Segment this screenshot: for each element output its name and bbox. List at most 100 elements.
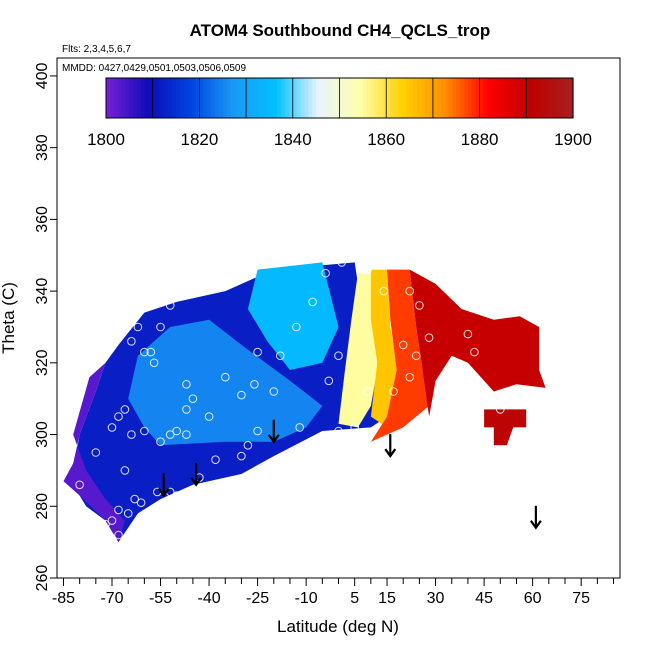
chart-title: ATOM4 Southbound CH4_QCLS_trop [190, 21, 491, 40]
sample-point [98, 519, 107, 529]
colorbar-cell [506, 78, 512, 118]
sample-point [405, 286, 415, 296]
field-region-red-patch [484, 409, 527, 446]
colorbar-cell [522, 78, 527, 118]
colorbar-cell [265, 78, 271, 118]
colorbar-cell [261, 78, 267, 118]
arrow-marker [384, 434, 397, 458]
sample-point [211, 455, 220, 465]
colorbar-cell [281, 78, 286, 118]
x-tick-label: 60 [524, 590, 542, 607]
colorbar-cell [203, 78, 208, 118]
sample-point [149, 358, 159, 368]
sample-point [324, 376, 334, 386]
colorbar-cell [176, 78, 181, 118]
sample-point [415, 301, 424, 310]
y-tick-label: 260 [34, 565, 51, 592]
sample-point [221, 372, 230, 382]
x-tick-label: 5 [350, 590, 359, 607]
colorbar-cell [514, 78, 520, 118]
sample-point [525, 311, 534, 321]
colorbar-cell [471, 78, 477, 118]
sample-point [363, 265, 372, 274]
colorbar-cell [417, 78, 422, 118]
sample-point [182, 380, 191, 389]
sample-point [496, 405, 505, 414]
y-tick-label: 320 [34, 349, 51, 376]
colorbar-cell [125, 78, 130, 118]
x-tick-label: -85 [52, 590, 75, 607]
colorbar-cell [479, 78, 485, 118]
field-region-transition [338, 273, 378, 428]
colorbar-cell [207, 78, 212, 118]
sample-point [321, 268, 330, 278]
colorbar-cell [358, 78, 364, 118]
colorbar-cell [257, 78, 263, 118]
colorbar-cell [214, 78, 220, 118]
sample-point [107, 516, 117, 525]
colorbar-cell [249, 78, 255, 118]
arrow-marker [529, 505, 542, 530]
sample-points [75, 258, 534, 540]
colorbar-cell [355, 78, 360, 118]
colorbar-cell [530, 78, 535, 118]
colorbar-cell [160, 78, 165, 118]
sample-point [424, 333, 434, 343]
y-axis: 260 280 300 320 340 360 380 400 [34, 62, 57, 591]
colorbar-cell [491, 78, 496, 118]
colorbar-cell [296, 78, 302, 118]
sample-point [389, 387, 398, 396]
colorbar-cell [510, 78, 516, 118]
sample-point [334, 426, 343, 436]
colorbar-cell [456, 78, 461, 118]
y-tick-label: 380 [34, 134, 51, 161]
sample-point [114, 412, 123, 421]
colorbar-cell [234, 78, 239, 118]
sample-point [253, 347, 262, 357]
sample-point [411, 351, 421, 361]
x-tick-label: 30 [427, 590, 445, 607]
colorbar-cell [304, 78, 309, 118]
colorbar-cell [483, 78, 488, 118]
sample-point [243, 441, 253, 450]
colorbar-cell [432, 78, 438, 118]
colorbar-cell [537, 78, 543, 118]
sample-point [405, 372, 415, 382]
field-region-red [409, 269, 546, 417]
sample-point [140, 347, 149, 357]
sample-point [398, 340, 408, 350]
colorbar-cell [557, 78, 562, 118]
sample-point [156, 322, 165, 332]
colorbar-tick-label: 1840 [274, 130, 312, 149]
sample-point [136, 498, 146, 508]
colorbar-cell [273, 78, 278, 118]
sample-point [276, 351, 285, 361]
colorbar-cell [253, 78, 259, 118]
sample-point [295, 423, 305, 432]
colorbar-cell [545, 78, 551, 118]
sample-point [463, 329, 473, 339]
colorbar-cell [339, 78, 344, 118]
colorbar-cell [164, 78, 169, 118]
sample-point [308, 297, 317, 307]
colorbar-cell [390, 78, 395, 118]
sample-point [165, 430, 175, 439]
colorbar-cell [444, 78, 450, 118]
y-tick-label: 360 [34, 206, 51, 233]
sample-point [204, 412, 214, 421]
sample-point [91, 448, 101, 457]
colorbar-cell [308, 78, 313, 118]
colorbar-cell [312, 78, 317, 118]
colorbar-cell [187, 78, 193, 118]
colorbar-cell [452, 78, 457, 118]
colorbar-cell [397, 78, 403, 118]
colorbar-cell [370, 78, 376, 118]
field-region-violet [63, 362, 125, 543]
colorbar-tick-label: 1900 [554, 130, 592, 149]
colorbar-tick-label: 1860 [367, 130, 405, 149]
sample-point [130, 494, 139, 504]
colorbar-cell [106, 78, 111, 118]
colorbar-cell [199, 78, 204, 118]
colorbar-cell [320, 78, 325, 118]
